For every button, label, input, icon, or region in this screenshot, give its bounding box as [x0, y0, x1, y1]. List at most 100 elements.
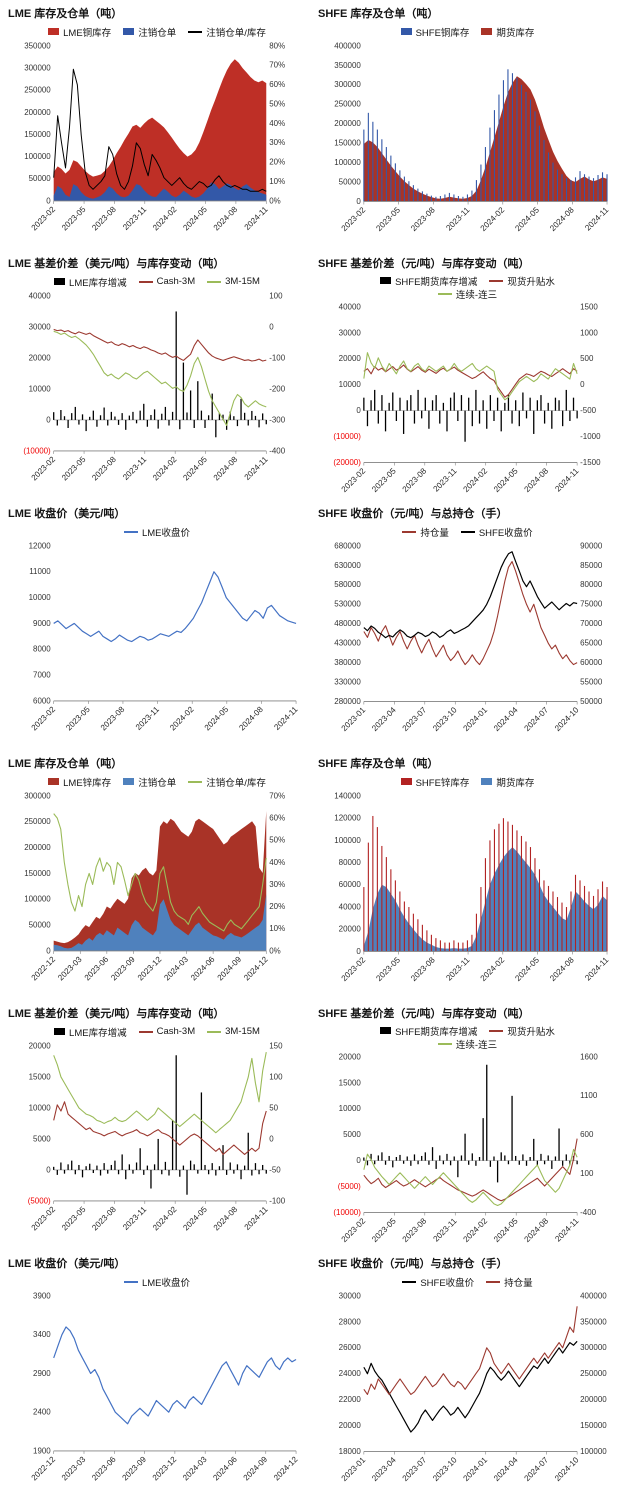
series-area	[53, 182, 267, 202]
y-axis-label-left: 20000	[339, 1421, 362, 1430]
legend-label: LME库存增减	[69, 277, 127, 289]
y-axis-label-left: 480000	[334, 619, 361, 628]
bar	[385, 857, 387, 952]
x-axis-label: 2023-08	[90, 455, 118, 483]
legend-item: 注销仓单	[123, 25, 176, 39]
y-axis-label-right: 20%	[269, 902, 285, 911]
bar	[442, 1160, 445, 1165]
chart-legend: LME库存增减 Cash-3M 3M-15M	[8, 1024, 306, 1039]
x-axis-label: 2023-08	[409, 955, 437, 983]
bar	[439, 196, 441, 202]
y-axis-label-left: 7000	[33, 671, 51, 680]
bar	[439, 410, 441, 424]
legend-label: 连续-连三	[455, 289, 498, 301]
bar	[139, 410, 141, 421]
bar	[543, 880, 545, 952]
chart-canvas: 18000 20000 22000 24000 26000 28000 30000 10000…	[339, 1292, 608, 1484]
bar	[258, 420, 260, 428]
y-axis-label-right: 0	[269, 1135, 274, 1144]
bar	[395, 1157, 398, 1161]
x-axis-label: 2024-11	[553, 1216, 580, 1243]
y-axis-label-right: 60%	[269, 814, 285, 823]
x-axis-label: 2023-03	[56, 955, 84, 983]
x-axis-label: 2024-09	[242, 1455, 270, 1483]
chart-title: SHFE 收盘价（元/吨）与总持仓（手）	[318, 1258, 508, 1270]
bar	[431, 400, 434, 411]
bar	[466, 194, 468, 202]
bar	[265, 420, 267, 425]
bar	[67, 1164, 69, 1171]
bar	[606, 174, 608, 202]
bar	[496, 1160, 499, 1183]
y-axis-label-left: 6000	[33, 696, 51, 705]
legend-marker-box	[48, 778, 60, 786]
legend-item: 现货升贴水	[489, 274, 555, 288]
y-axis-label-right: -400	[580, 1208, 597, 1217]
bar	[146, 1165, 149, 1171]
bar	[462, 196, 464, 202]
y-axis-label-right: 150	[269, 1042, 283, 1051]
legend-marker-box	[481, 28, 493, 36]
y-axis-label-left: (10000)	[333, 1208, 361, 1217]
x-axis-label: 2024-02	[479, 955, 507, 983]
bar	[247, 420, 249, 426]
bar	[430, 195, 432, 202]
bar	[240, 399, 242, 421]
bar	[412, 913, 414, 952]
y-axis-label-right: -100	[269, 1196, 285, 1205]
y-axis-label-right: 1600	[580, 1053, 598, 1062]
bar	[547, 1155, 549, 1161]
bar	[204, 1165, 206, 1171]
bar	[540, 395, 542, 411]
y-axis-label-left: 200000	[24, 108, 51, 117]
y-axis-label-left: 30000	[339, 1292, 362, 1301]
bar	[121, 1154, 123, 1171]
bar	[78, 420, 80, 425]
bar	[254, 1163, 257, 1171]
legend-marker-line	[123, 1280, 138, 1283]
legend-label: SHFE期货库存增减	[395, 276, 478, 288]
chart-title: LME 收盘价（美元/吨）	[8, 1258, 126, 1270]
bar	[399, 1155, 401, 1161]
bar	[222, 414, 224, 421]
x-axis-label: 2024-02	[151, 1205, 179, 1233]
legend-marker-box	[48, 28, 60, 36]
bar	[522, 392, 524, 411]
bar	[534, 858, 536, 952]
bar	[462, 942, 464, 952]
bar	[392, 1160, 394, 1168]
legend-marker-line	[486, 1280, 501, 1283]
y-axis-label-right: 20%	[269, 158, 285, 167]
bar	[114, 416, 116, 421]
chart-legend: LME铜库存 注销仓单 注销仓单/库存	[8, 24, 306, 39]
legend-marker-box	[54, 278, 66, 286]
bar	[139, 1148, 141, 1171]
y-axis-label-left: 40000	[339, 303, 362, 312]
bar	[569, 410, 571, 422]
y-axis-label-right: 70%	[269, 792, 285, 801]
x-axis-label: 2023-02	[30, 705, 58, 733]
x-axis-label: 2023-06	[90, 1455, 118, 1483]
legend-item: 连续-连三	[437, 1037, 497, 1051]
bar	[125, 1170, 127, 1180]
legend-label: LME库存增减	[69, 1027, 127, 1039]
x-axis-label: 2023-12	[151, 1455, 179, 1483]
bar	[421, 1156, 423, 1161]
x-axis-label: 2024-11	[583, 955, 610, 982]
bar	[366, 410, 369, 427]
bar	[143, 1170, 145, 1176]
bar	[511, 1096, 513, 1161]
y-axis-label-left: 0	[356, 947, 361, 956]
y-axis-label-right: 50	[269, 1104, 278, 1113]
bar	[218, 1166, 221, 1171]
bar	[367, 842, 369, 952]
bar	[63, 1170, 66, 1174]
y-axis-label-left: 3400	[33, 1330, 51, 1339]
bar	[529, 397, 531, 411]
legend-item: SHFE期货库存增减	[380, 1024, 477, 1038]
x-axis-label: 2024-09	[216, 955, 244, 983]
x-axis-label: 2023-07	[401, 1455, 429, 1483]
x-axis-label: 2023-02	[340, 466, 368, 494]
bar	[486, 410, 488, 429]
chart-legend: SHFE收盘价 持仓量	[318, 1274, 617, 1289]
